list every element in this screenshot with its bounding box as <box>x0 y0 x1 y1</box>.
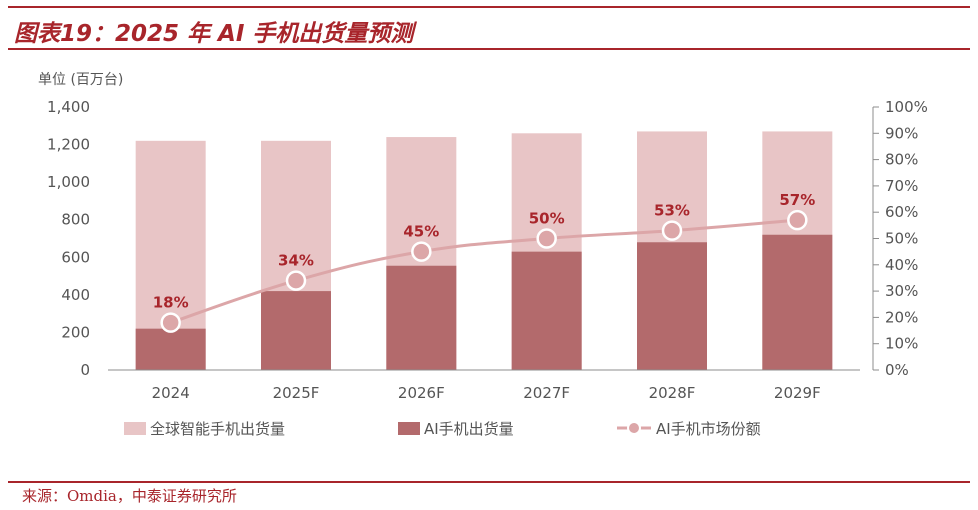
x-tick-label: 2027F <box>523 384 570 402</box>
share-data-label: 57% <box>779 191 815 209</box>
right-tick-label: 80% <box>885 151 918 169</box>
left-tick-label: 0 <box>80 361 90 379</box>
legend-swatch-dot <box>627 421 641 435</box>
x-tick-label: 2026F <box>398 384 445 402</box>
ai-bar-2024 <box>135 328 206 370</box>
legend-swatch-ai <box>398 422 420 435</box>
share-data-label: 18% <box>153 294 189 312</box>
share-point-2027F <box>536 228 557 249</box>
x-tick-label: 2024 <box>152 384 190 402</box>
ai-bar-2029F <box>762 234 833 370</box>
left-tick-label: 600 <box>61 248 90 266</box>
ai-bar-2025F <box>261 291 331 370</box>
right-axis: 0% 10% 20% 30% 40% 50% 60% 70% 80% 90% 100% <box>872 98 928 379</box>
legend: 全球智能手机出货量 AI手机出货量 AI手机市场份额 <box>124 420 761 438</box>
x-axis-labels: 2024 2025F 2026F 2027F 2028F 2029F <box>152 384 821 402</box>
title-rule <box>8 48 970 50</box>
share-line-path <box>170 218 798 325</box>
share-data-label: 53% <box>654 202 690 220</box>
ai-bars <box>135 234 833 370</box>
x-tick-label: 2025F <box>273 384 320 402</box>
right-tick-label: 10% <box>885 335 918 353</box>
share-data-label: 45% <box>403 223 439 241</box>
top-rule <box>8 6 970 8</box>
legend-label-total: 全球智能手机出货量 <box>150 420 285 438</box>
ai-bar-2027F <box>511 251 582 370</box>
legend-swatch-total <box>124 422 146 435</box>
left-tick-label: 1,000 <box>47 173 90 191</box>
total-bars <box>135 131 833 370</box>
left-tick-label: 800 <box>61 211 90 229</box>
ai-bar-2028F <box>637 242 707 370</box>
share-point-2029F <box>787 209 808 231</box>
share-data-label: 34% <box>278 252 314 270</box>
ai-bar-2026F <box>386 265 457 370</box>
left-tick-label: 1,400 <box>47 98 90 116</box>
right-tick-label: 90% <box>885 124 918 142</box>
chart-area: 单位 (百万台) 0 200 400 600 800 1,000 1,200 1,400 0%… <box>38 72 928 438</box>
right-tick-label: 40% <box>885 256 918 274</box>
left-tick-label: 200 <box>61 323 90 341</box>
share-point-2025F <box>285 270 307 291</box>
share-labels: 18% 34% 45% 50% 53% 57% <box>153 191 816 312</box>
share-data-label: 50% <box>529 210 565 228</box>
share-line <box>160 209 808 333</box>
right-tick-label: 30% <box>885 282 918 300</box>
share-point-2028F <box>661 220 683 241</box>
left-axis: 0 200 400 600 800 1,000 1,200 1,400 <box>47 98 90 379</box>
source-note: 来源：Omdia，中泰证券研究所 <box>22 487 237 505</box>
legend-label-share: AI手机市场份额 <box>656 420 761 438</box>
figure-title: 图表19：2025 年 AI 手机出货量预测 <box>14 21 414 47</box>
share-point-2026F <box>411 241 432 262</box>
right-tick-label: 70% <box>885 177 918 195</box>
legend-label-ai: AI手机出货量 <box>424 420 514 438</box>
bottom-rule <box>8 481 970 483</box>
left-tick-label: 400 <box>61 286 90 304</box>
unit-label: 单位 (百万台) <box>38 72 123 88</box>
share-point-2024 <box>160 312 181 333</box>
x-tick-label: 2029F <box>774 384 821 402</box>
right-tick-label: 100% <box>885 98 928 116</box>
right-tick-label: 0% <box>885 361 909 379</box>
right-tick-label: 50% <box>885 230 918 248</box>
x-tick-label: 2028F <box>649 384 696 402</box>
right-tick-label: 20% <box>885 308 918 326</box>
right-tick-label: 60% <box>885 203 918 221</box>
left-tick-label: 1,200 <box>47 136 90 154</box>
